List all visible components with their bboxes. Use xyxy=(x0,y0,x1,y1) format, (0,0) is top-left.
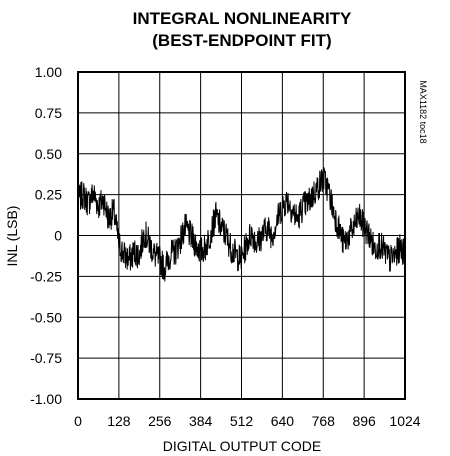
figure-code-label: MAX1182 toc18 xyxy=(418,80,428,143)
y-tick-label: -0.75 xyxy=(30,350,62,366)
x-tick-label: 512 xyxy=(230,413,254,429)
y-tick-label: 1.00 xyxy=(35,64,62,80)
y-tick-labels: 1.00 0.75 0.50 0.25 0 -0.25 -0.50 -0.75 -1.00 xyxy=(30,64,62,407)
x-tick-label: 1024 xyxy=(389,413,420,429)
x-tick-label: 256 xyxy=(148,413,172,429)
y-tick-label: 0.25 xyxy=(35,187,62,203)
x-tick-label: 896 xyxy=(352,413,376,429)
plot-frame xyxy=(77,71,406,400)
y-tick-label: -1.00 xyxy=(30,391,62,407)
grid-layer xyxy=(78,72,405,399)
x-tick-label: 768 xyxy=(312,413,336,429)
x-tick-labels: 0 128 256 384 512 640 768 896 1024 xyxy=(74,413,421,429)
x-tick-label: 640 xyxy=(271,413,295,429)
y-tick-label: 0.50 xyxy=(35,146,62,162)
x-axis-label: DIGITAL OUTPUT CODE xyxy=(163,438,321,454)
x-tick-label: 384 xyxy=(189,413,213,429)
x-tick-label: 0 xyxy=(74,413,82,429)
y-axis-label: INL (LSB) xyxy=(4,206,20,267)
x-tick-label: 128 xyxy=(107,413,131,429)
inl-series-line xyxy=(77,167,406,282)
y-tick-label: 0.75 xyxy=(35,105,62,121)
y-tick-label: -0.50 xyxy=(30,309,62,325)
y-tick-label: -0.25 xyxy=(30,268,62,284)
series-layer xyxy=(77,167,406,282)
chart-subtitle: (BEST-ENDPOINT FIT) xyxy=(152,31,331,50)
y-tick-label: 0 xyxy=(54,228,62,244)
chart-title: INTEGRAL NONLINEARITY xyxy=(133,9,352,28)
